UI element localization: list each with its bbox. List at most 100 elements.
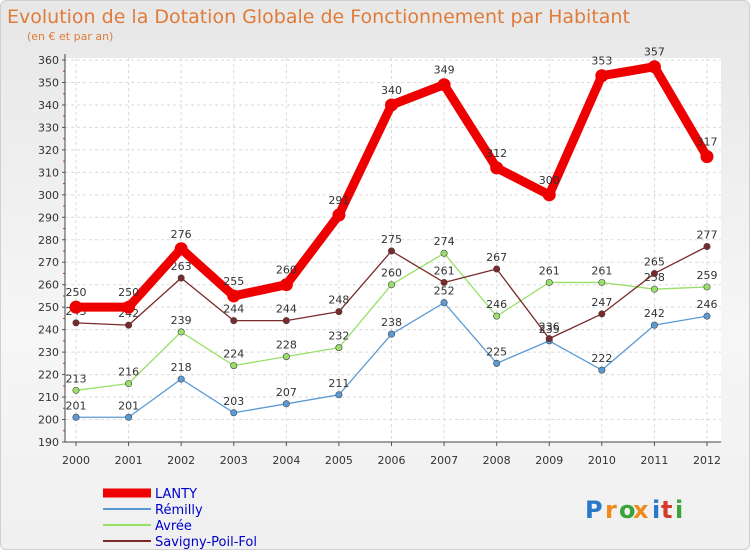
data-label: 267 <box>486 251 507 264</box>
x-tick-label: 2011 <box>640 454 668 467</box>
data-point <box>437 78 451 92</box>
data-point <box>335 308 343 316</box>
y-tick-label: 250 <box>38 301 59 314</box>
data-point <box>598 278 606 286</box>
data-label: 312 <box>486 147 507 160</box>
data-label: 218 <box>171 361 192 374</box>
y-tick-label: 340 <box>38 99 59 112</box>
data-point <box>493 265 501 273</box>
data-point <box>440 278 448 286</box>
x-tick-label: 2001 <box>115 454 143 467</box>
y-tick-label: 290 <box>38 211 59 224</box>
data-label: 340 <box>381 84 402 97</box>
data-label: 248 <box>328 294 349 307</box>
x-tick-label: 2006 <box>378 454 406 467</box>
x-tick-label: 2007 <box>430 454 458 467</box>
data-point <box>122 300 136 314</box>
data-point <box>282 317 290 325</box>
x-tick-label: 2012 <box>693 454 721 467</box>
data-point <box>703 312 711 320</box>
data-point <box>650 285 658 293</box>
x-tick-label: 2004 <box>272 454 300 467</box>
data-label: 238 <box>381 316 402 329</box>
data-label: 353 <box>591 55 612 68</box>
y-tick-label: 200 <box>38 414 59 427</box>
data-point <box>72 413 80 421</box>
legend-label: Avrée <box>155 519 192 534</box>
y-tick-label: 230 <box>38 346 59 359</box>
data-point <box>230 317 238 325</box>
data-point <box>440 249 448 257</box>
data-point <box>335 344 343 352</box>
data-point <box>230 409 238 417</box>
data-label: 201 <box>118 399 139 412</box>
y-tick-label: 270 <box>38 256 59 269</box>
data-label: 211 <box>328 377 349 390</box>
data-point <box>177 375 185 383</box>
data-point <box>545 278 553 286</box>
axes: 190 200 210 220 230 240 250 260 270 280 290 300 310 3… <box>38 54 721 467</box>
data-label: 213 <box>66 372 87 385</box>
legend-label: Savigny-Poil-Fol <box>155 535 257 550</box>
data-point <box>279 278 293 292</box>
data-point <box>282 353 290 361</box>
y-tick-label: 260 <box>38 279 59 292</box>
y-tick-label: 300 <box>38 189 59 202</box>
x-tick-label: 2010 <box>588 454 616 467</box>
data-point <box>230 362 238 370</box>
logo-letter: r <box>605 496 617 524</box>
data-point <box>387 330 395 338</box>
data-label: 242 <box>644 307 665 320</box>
data-point <box>493 359 501 367</box>
data-point <box>72 386 80 394</box>
data-point <box>332 208 346 222</box>
y-tick-label: 240 <box>38 324 59 337</box>
series-lines: 201 2012182032072112382522252352222422462… <box>66 46 718 421</box>
data-label: 244 <box>223 303 244 316</box>
data-point <box>542 188 556 202</box>
logo-letter: t <box>661 496 672 524</box>
data-point <box>125 321 133 329</box>
data-label: 216 <box>118 366 139 379</box>
data-label: 277 <box>697 229 718 242</box>
data-label: 252 <box>434 285 455 298</box>
y-tick-label: 360 <box>38 54 59 67</box>
data-label: 244 <box>276 303 297 316</box>
data-point <box>125 413 133 421</box>
x-tick-label: 2000 <box>62 454 90 467</box>
data-label: 261 <box>434 264 455 277</box>
x-tick-label: 2009 <box>535 454 563 467</box>
data-point <box>440 299 448 307</box>
y-tick-label: 320 <box>38 144 59 157</box>
data-point <box>177 328 185 336</box>
data-label: 224 <box>223 348 244 361</box>
data-point <box>650 269 658 277</box>
data-label: 239 <box>171 314 192 327</box>
legend-label: LANTY <box>155 487 197 502</box>
data-label: 246 <box>697 298 718 311</box>
data-label: 274 <box>434 235 455 248</box>
data-label: 247 <box>591 296 612 309</box>
data-point <box>598 310 606 318</box>
data-label: 276 <box>171 228 192 241</box>
data-point <box>72 319 80 327</box>
data-label: 258 <box>644 271 665 284</box>
data-point <box>69 300 83 314</box>
y-tick-label: 350 <box>38 76 59 89</box>
data-label: 300 <box>539 174 560 187</box>
y-tick-label: 220 <box>38 369 59 382</box>
data-point <box>598 366 606 374</box>
series-lanty: 250 250 276 255 260 291 340 349 312 300 353 357 317 <box>66 46 718 314</box>
data-label: 259 <box>697 269 718 282</box>
data-point <box>490 161 504 175</box>
data-label: 263 <box>171 260 192 273</box>
data-label: 275 <box>381 233 402 246</box>
data-label: 203 <box>223 395 244 408</box>
y-tick-label: 310 <box>38 166 59 179</box>
data-label: 225 <box>486 345 507 358</box>
data-label: 236 <box>539 321 560 334</box>
data-point <box>125 380 133 388</box>
logo-letter: P <box>585 496 603 524</box>
